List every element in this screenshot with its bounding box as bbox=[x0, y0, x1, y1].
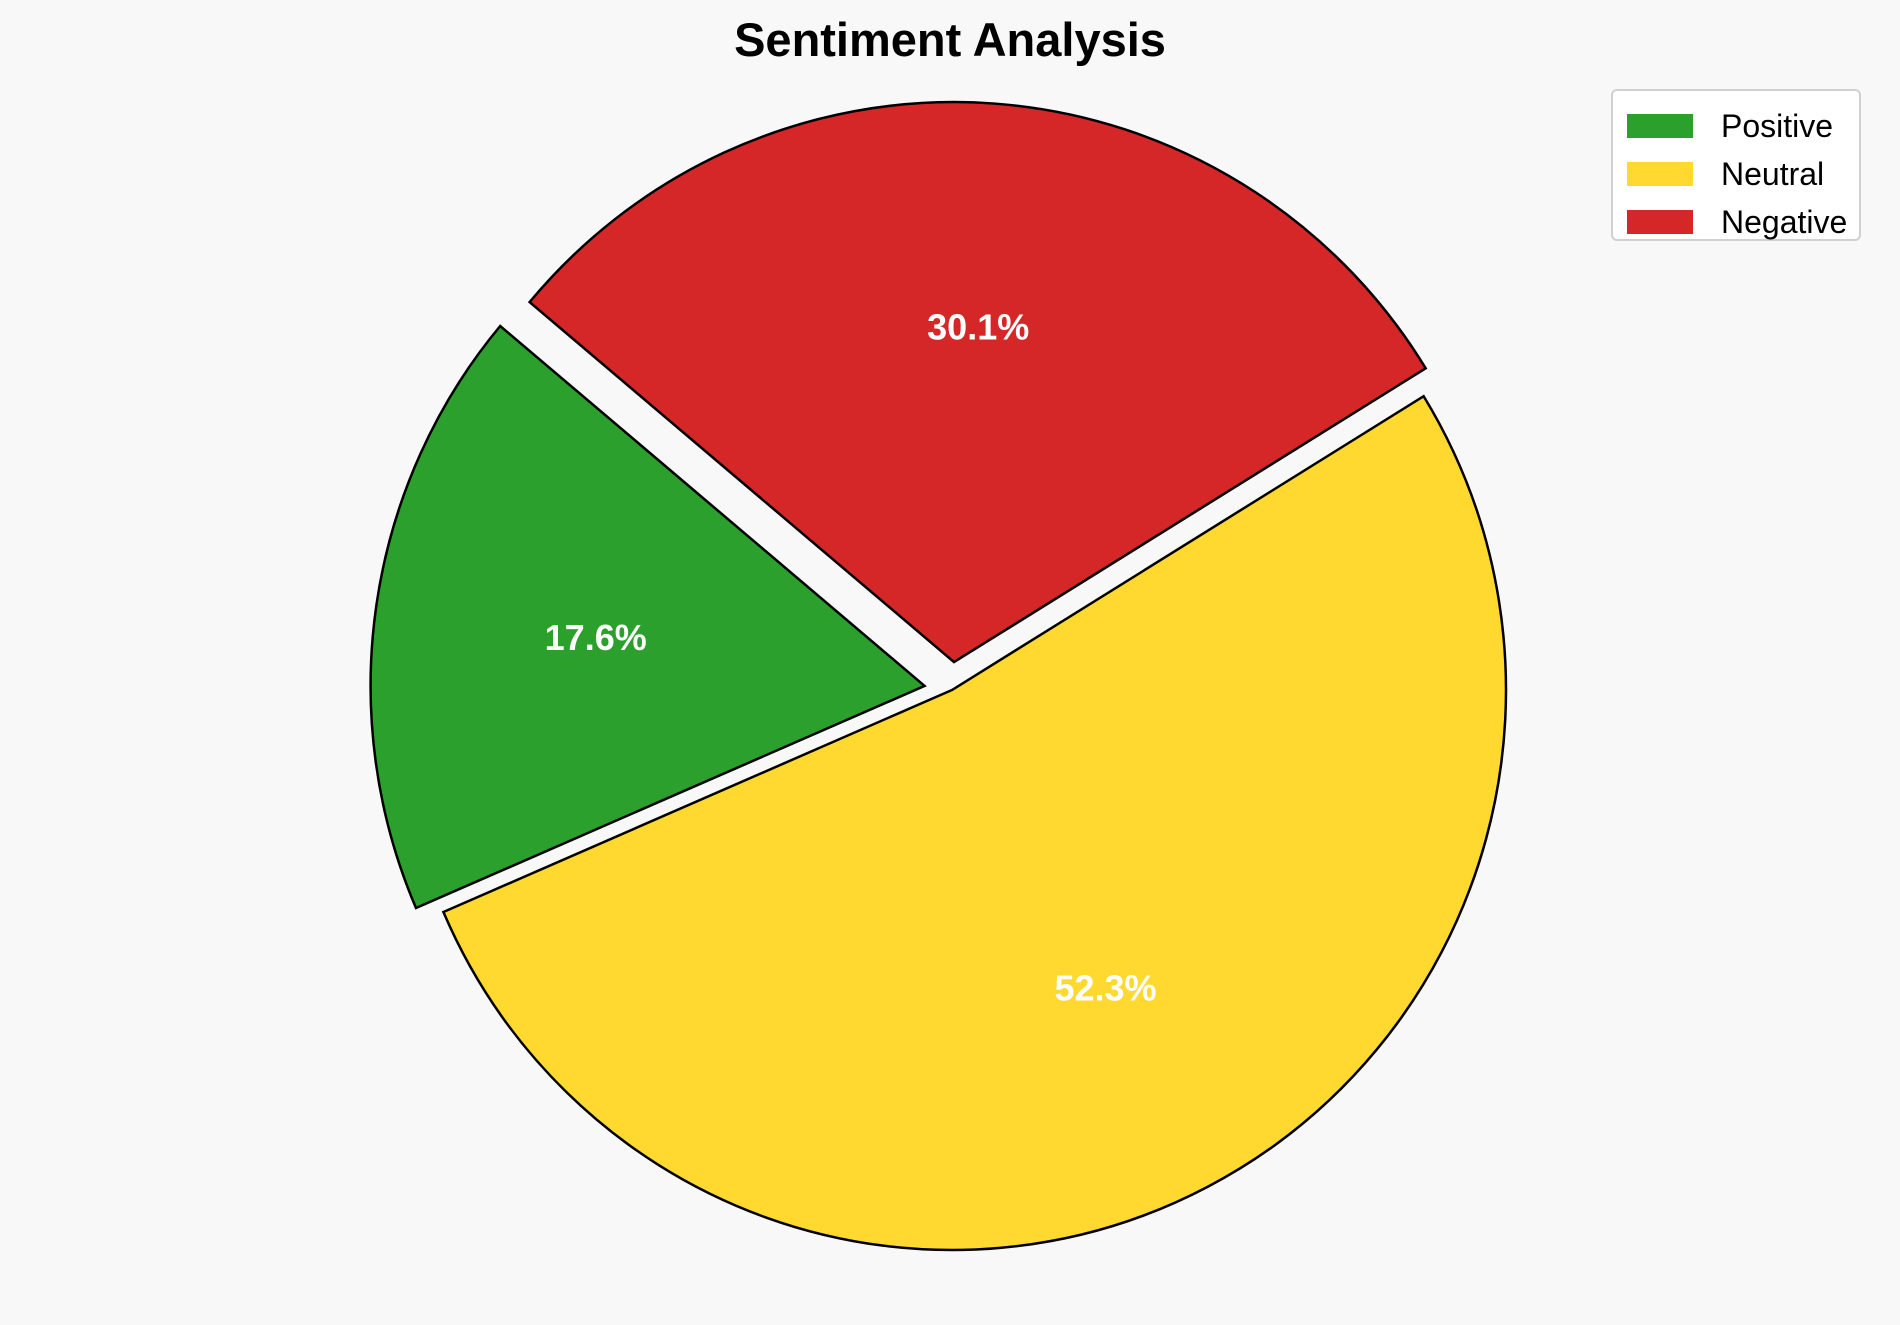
pie-slice-neutral bbox=[441, 394, 1508, 1252]
chart-title: Sentiment Analysis bbox=[734, 13, 1166, 66]
pie-slice-negative bbox=[527, 100, 1428, 664]
pie-labels: 17.6% 52.3% 30.1% bbox=[545, 307, 1157, 1009]
pie-slice-positive bbox=[369, 324, 927, 910]
legend-label-negative: Negative bbox=[1721, 203, 1848, 240]
legend-item-neutral: Neutral bbox=[1627, 150, 1859, 198]
legend-swatch-neutral bbox=[1627, 162, 1693, 186]
legend-swatch-positive bbox=[1627, 114, 1693, 138]
legend-item-positive: Positive bbox=[1627, 102, 1859, 150]
legend-swatch-negative bbox=[1627, 210, 1693, 234]
legend-item-negative: Negative bbox=[1627, 198, 1859, 246]
pie-slices bbox=[369, 100, 1508, 1252]
legend: Positive Neutral Negative bbox=[1611, 89, 1861, 241]
legend-label-positive: Positive bbox=[1721, 107, 1834, 144]
pie-label-neutral: 52.3% bbox=[1054, 968, 1156, 1009]
pie-label-negative: 30.1% bbox=[927, 307, 1029, 348]
legend-label-neutral: Neutral bbox=[1721, 155, 1825, 192]
pie-label-positive: 17.6% bbox=[545, 617, 647, 658]
